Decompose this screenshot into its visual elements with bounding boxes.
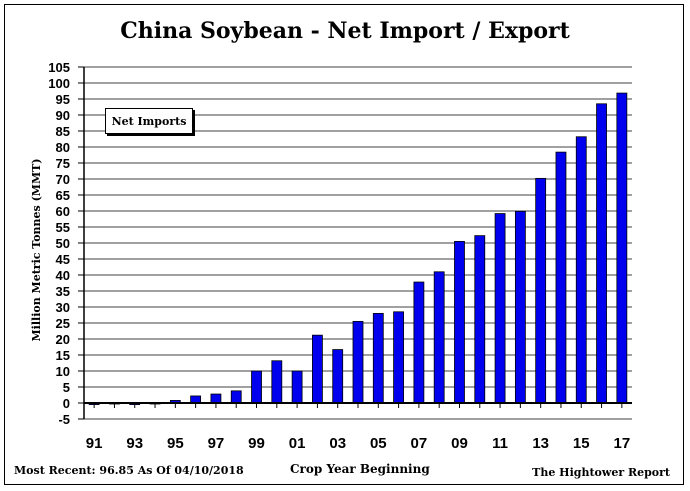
y-tick-label: 55 <box>56 220 70 235</box>
y-axis-label: Million Metric Tonnes (MMT) <box>30 158 43 341</box>
y-tick-label: 45 <box>56 252 70 267</box>
y-tick-label: 5 <box>63 380 70 395</box>
y-tick-label: 40 <box>56 268 70 283</box>
bar-06 <box>393 311 404 404</box>
x-tick-label: 05 <box>370 435 387 452</box>
y-tick-label: 75 <box>56 156 70 171</box>
x-tick-label: 99 <box>248 435 265 452</box>
bar-17 <box>616 92 628 404</box>
bar-05 <box>372 312 384 404</box>
bar-01 <box>291 370 303 404</box>
legend: Net Imports <box>105 108 193 134</box>
bar-98 <box>230 390 242 404</box>
x-tick-label: 01 <box>289 435 306 452</box>
y-tick-label: 70 <box>56 172 70 187</box>
x-tick-label: 15 <box>573 435 590 452</box>
x-tick-label: 09 <box>451 435 468 452</box>
bar-09 <box>454 240 465 404</box>
y-tick-label: 90 <box>56 108 70 123</box>
footer-source: The Hightower Report <box>532 466 670 479</box>
x-tick-label: 17 <box>614 435 631 452</box>
y-tick-label: 60 <box>56 204 70 219</box>
bar-14 <box>555 151 567 404</box>
bar-16 <box>596 103 607 404</box>
footer-most-recent: Most Recent: 96.85 As Of 04/10/2018 <box>14 464 244 477</box>
y-tick-label: 0 <box>63 396 70 411</box>
y-tick-label: 20 <box>56 332 70 347</box>
bar-04 <box>352 320 364 404</box>
bar-96 <box>190 395 202 404</box>
x-tick-label: 07 <box>411 435 428 452</box>
bar-99 <box>251 370 262 404</box>
y-tick-label: 95 <box>56 92 70 107</box>
y-tick-label: 80 <box>56 140 70 155</box>
legend-label: Net Imports <box>111 114 187 128</box>
y-tick-label: 15 <box>56 348 70 363</box>
bar-08 <box>433 271 445 404</box>
x-tick-label: 93 <box>126 435 143 452</box>
bar-15 <box>575 136 587 404</box>
x-tick-label: 13 <box>532 435 549 452</box>
y-tick-label: 30 <box>56 300 70 315</box>
bar-12 <box>514 210 526 404</box>
y-tick-label: 10 <box>56 364 70 379</box>
bar-97 <box>210 393 222 404</box>
bar-03 <box>332 349 344 404</box>
x-tick-label: 03 <box>329 435 346 452</box>
bar-07 <box>413 281 425 404</box>
x-tick-label: 97 <box>208 435 225 452</box>
bar-00 <box>271 360 283 404</box>
y-tick-label: -5 <box>58 412 70 427</box>
x-tick-label: 11 <box>492 435 508 452</box>
x-tick-label: 95 <box>167 435 184 452</box>
bar-11 <box>494 213 506 404</box>
y-tick-label: 65 <box>56 188 70 203</box>
bar-02 <box>312 334 323 404</box>
x-tick-label: 91 <box>86 435 103 452</box>
x-axis-label: Crop Year Beginning <box>290 462 430 476</box>
y-tick-label: 85 <box>56 124 70 139</box>
y-tick-label: 100 <box>48 76 70 91</box>
bar-13 <box>535 177 547 404</box>
y-tick-label: 105 <box>48 60 70 75</box>
y-tick-label: 35 <box>56 284 70 299</box>
chart-frame <box>4 4 684 485</box>
y-tick-label: 50 <box>56 236 70 251</box>
chart-title: China Soybean - Net Import / Export <box>120 18 570 44</box>
bar-10 <box>474 235 486 404</box>
y-tick-label: 25 <box>56 316 70 331</box>
